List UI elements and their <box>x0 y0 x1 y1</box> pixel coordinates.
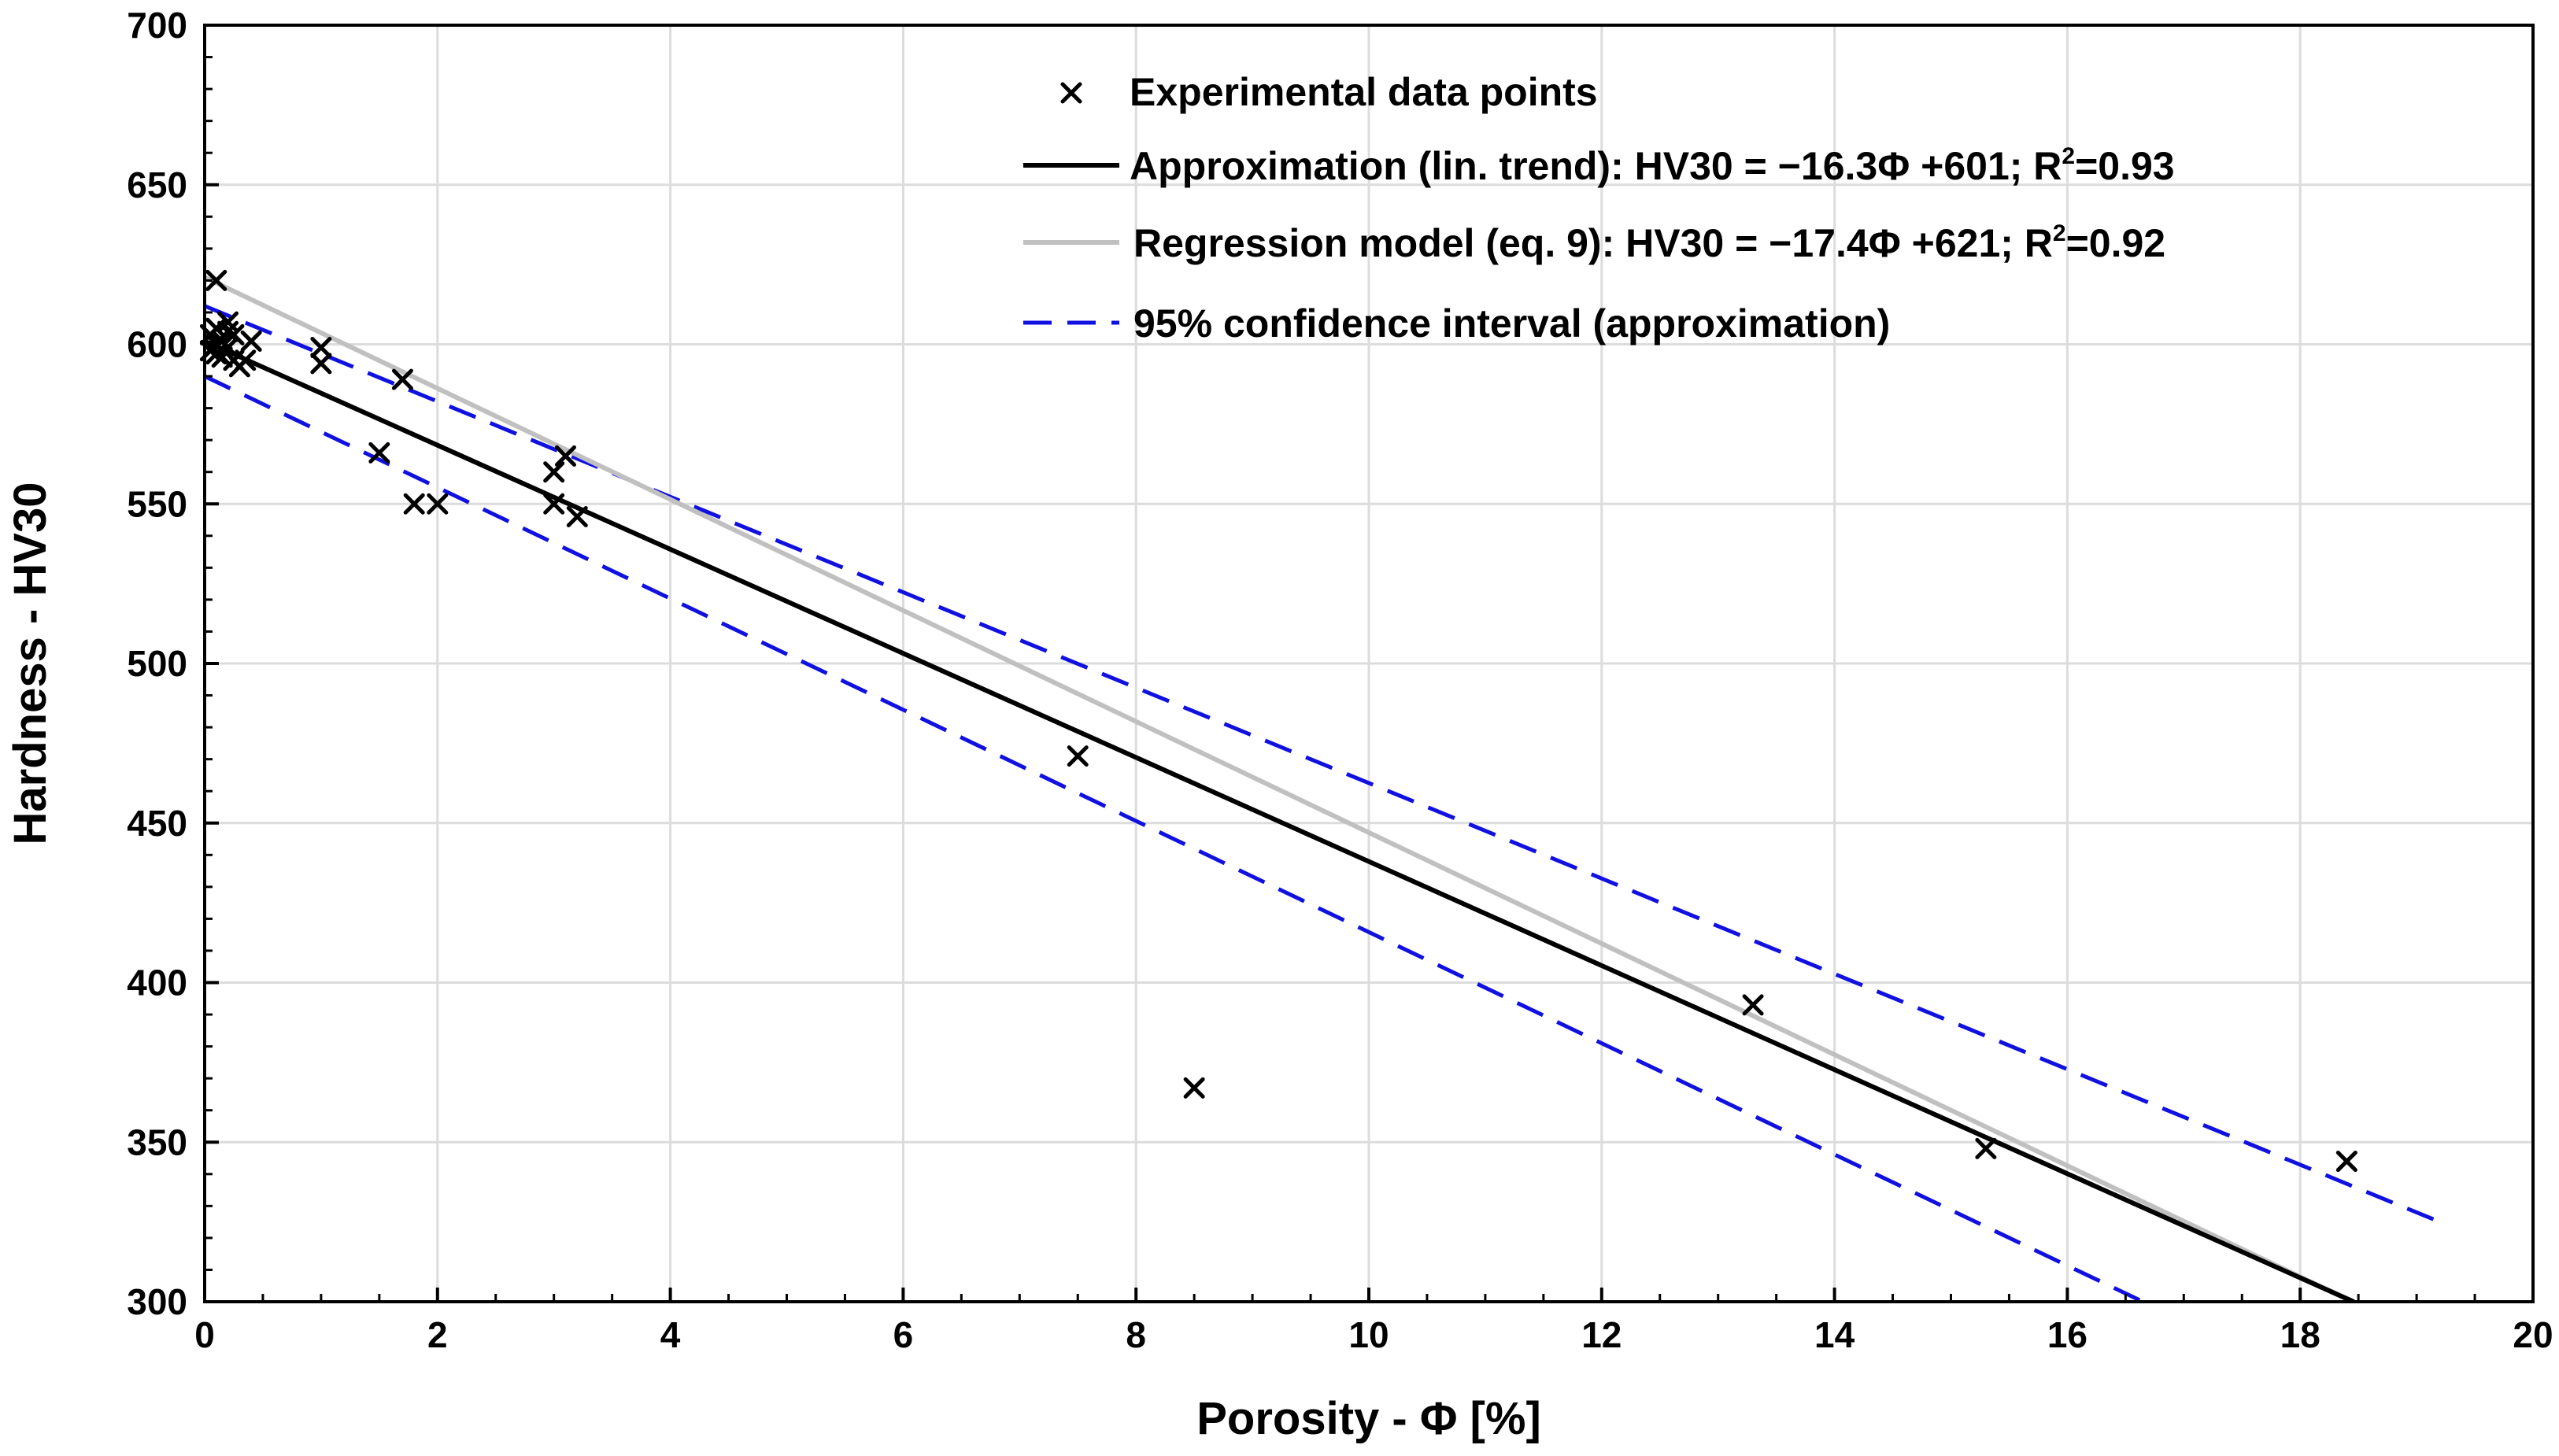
legend-label-regression: Regression model (eq. 9): HV30 = −17.4Φ … <box>1133 220 2165 265</box>
x-tick-label: 4 <box>660 1314 681 1355</box>
data-point <box>217 337 239 359</box>
x-tick-label: 0 <box>194 1314 215 1355</box>
data-point-stroke-b <box>368 442 390 464</box>
legend-label-ci: 95% confidence interval (approximation) <box>1133 301 1890 346</box>
data-point-stroke-b <box>205 317 227 339</box>
legend-label-regression-sup: 2 <box>2053 220 2066 246</box>
x-tick-label: 12 <box>1581 1314 1622 1355</box>
data-point <box>566 505 588 527</box>
legend-entry-approx: Approximation (lin. trend): HV30 = −16.3… <box>1023 143 2175 188</box>
data-point-stroke-b <box>554 445 576 467</box>
data-point-stroke-b <box>1183 1077 1205 1099</box>
data-point <box>403 493 425 515</box>
data-point <box>310 353 332 375</box>
legend-label-points: Experimental data points <box>1130 70 1598 114</box>
data-point <box>427 493 449 515</box>
y-tick-label: 500 <box>127 643 187 684</box>
data-point <box>211 346 233 368</box>
y-tick-label: 350 <box>127 1122 187 1162</box>
x-tick-label: 2 <box>427 1314 448 1355</box>
data-point-stroke-b <box>310 337 332 359</box>
data-point <box>368 442 390 464</box>
data-point-stroke-b <box>1742 994 1764 1016</box>
y-tick-label: 700 <box>127 5 187 46</box>
grid <box>205 25 2533 1302</box>
data-point <box>223 323 245 346</box>
series-layer <box>205 275 2441 1302</box>
legend-entry-regression: Regression model (eq. 9): HV30 = −17.4Φ … <box>1023 220 2165 265</box>
legend-label-ci-text: 95% confidence interval (approximation) <box>1133 301 1890 346</box>
data-point-stroke-b <box>240 330 262 352</box>
legend-label-approx-text: Approximation (lin. trend): HV30 = −16.3… <box>1130 144 2062 188</box>
ci-lower-line <box>205 374 2144 1302</box>
data-point-stroke-b <box>205 269 227 291</box>
y-tick-label: 400 <box>127 963 187 1003</box>
data-point <box>1975 1137 1997 1159</box>
data-point <box>1183 1077 1205 1099</box>
legend-marker-points <box>1060 82 1082 104</box>
data-point <box>310 337 332 359</box>
data-point <box>543 461 565 483</box>
data-point-stroke-b <box>2335 1151 2357 1173</box>
legend-label-points-text: Experimental data points <box>1130 70 1598 114</box>
data-point <box>391 368 413 390</box>
data-point-stroke-b <box>223 323 245 346</box>
x-tick-label: 10 <box>1348 1314 1389 1355</box>
y-tick-label: 450 <box>127 803 187 844</box>
data-point <box>235 349 257 371</box>
y-tick-label: 650 <box>127 164 187 205</box>
x-tick-label: 6 <box>893 1314 914 1355</box>
data-point <box>205 317 227 339</box>
legend-label-regression-tail: =0.92 <box>2066 221 2166 265</box>
data-point-stroke-b <box>543 461 565 483</box>
legend-label-regression-text: Regression model (eq. 9): HV30 = −17.4Φ … <box>1133 221 2053 265</box>
regression-line <box>205 275 2354 1302</box>
data-point <box>1067 745 1089 767</box>
data-point-stroke-b <box>217 337 239 359</box>
data-point-stroke-b <box>427 493 449 515</box>
data-point-stroke-b <box>543 493 565 515</box>
tick-labels: 0 2 4 6 8 10 12 14 16 18 20 300 350 400 450 500 550 600 65… <box>127 5 2553 1355</box>
x-axis-label: Porosity - Φ [%] <box>1196 1393 1541 1444</box>
data-point <box>2335 1151 2357 1173</box>
data-point-stroke-b <box>391 368 413 390</box>
data-point-stroke-b <box>310 353 332 375</box>
data-point-stroke-b <box>235 349 257 371</box>
data-point-stroke-b <box>211 346 233 368</box>
data-point-stroke-b <box>1067 745 1089 767</box>
x-tick-label: 16 <box>2047 1314 2088 1355</box>
x-tick-label: 20 <box>2513 1314 2553 1355</box>
y-axis-label: Hardness - HV30 <box>5 482 56 845</box>
legend-entry-ci: 95% confidence interval (approximation) <box>1023 301 1890 346</box>
y-tick-label: 600 <box>127 324 187 365</box>
data-point <box>205 269 227 291</box>
data-point <box>217 311 239 333</box>
data-point-stroke-b <box>1975 1137 1997 1159</box>
legend-label-approx-tail: =0.93 <box>2075 144 2175 188</box>
y-tick-label: 550 <box>127 483 187 524</box>
data-point-stroke-b <box>217 311 239 333</box>
y-tick-label: 300 <box>127 1281 187 1322</box>
axis-ticks <box>203 24 2535 1303</box>
data-point-stroke-b <box>403 493 425 515</box>
data-points <box>199 269 2357 1173</box>
legend-entry-points: Experimental data points <box>1060 70 1598 114</box>
x-tick-label: 18 <box>2280 1314 2320 1355</box>
legend-marker-x <box>1060 82 1082 104</box>
legend: Experimental data points Approximation (… <box>1023 70 2175 346</box>
data-point <box>554 445 576 467</box>
data-point <box>240 330 262 352</box>
legend-label-approx-sup: 2 <box>2062 143 2075 169</box>
ci-upper-line <box>205 304 2441 1224</box>
data-point <box>543 493 565 515</box>
x-tick-label: 8 <box>1126 1314 1146 1355</box>
data-point-stroke-b <box>566 505 588 527</box>
legend-label-approx: Approximation (lin. trend): HV30 = −16.3… <box>1130 143 2175 188</box>
approx-line <box>205 338 2355 1302</box>
data-point <box>1742 994 1764 1016</box>
legend-marker-x-stroke-b <box>1060 82 1082 104</box>
x-tick-label: 14 <box>1814 1314 1855 1355</box>
